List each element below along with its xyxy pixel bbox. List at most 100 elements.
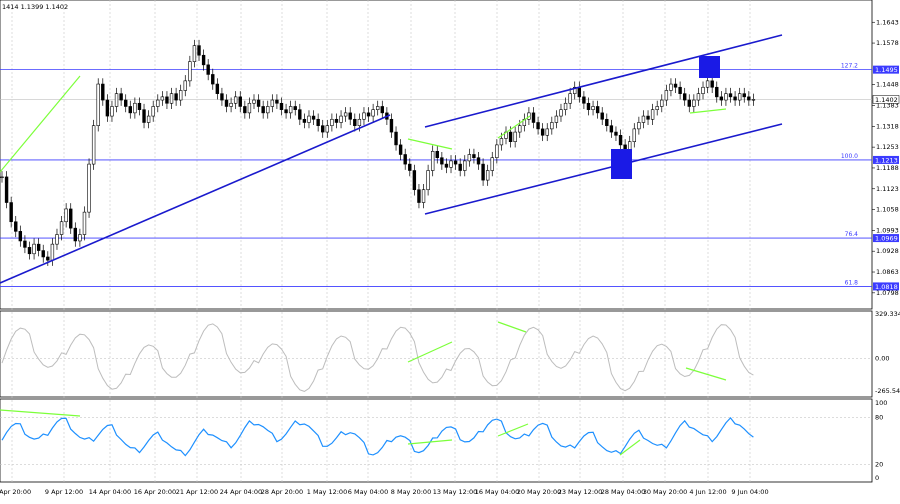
- candle-body: [293, 106, 297, 110]
- vertical-grid: [11, 0, 751, 482]
- candle-body: [618, 134, 623, 146]
- candle-body: [316, 118, 320, 126]
- candle-body: [73, 227, 78, 242]
- candle-body: [595, 106, 600, 114]
- candle-body: [614, 131, 618, 136]
- price-tick-label: 1.0928: [876, 247, 899, 255]
- candle-body: [325, 125, 330, 133]
- cci-divergence-line: [407, 341, 453, 363]
- candle-body: [751, 99, 756, 101]
- stoch-divergence-line: [619, 439, 641, 456]
- candle-body: [238, 96, 242, 107]
- fib-price-label: 1.0969: [875, 235, 898, 243]
- candle-body: [27, 247, 32, 255]
- date-label: 9 Apr 12:00: [45, 488, 83, 496]
- candle-body: [279, 102, 284, 110]
- candle-body: [398, 144, 403, 155]
- candle-body: [669, 83, 673, 91]
- candle-body: [408, 163, 412, 171]
- candle-body: [747, 96, 751, 101]
- fib-price-label: 1.1495: [875, 66, 898, 74]
- candle-body: [472, 154, 476, 159]
- candle-body: [178, 90, 183, 101]
- candle-body: [678, 86, 682, 94]
- candle-body: [266, 106, 270, 114]
- candle-body: [412, 170, 417, 191]
- candle-body: [348, 112, 352, 120]
- candle-body: [114, 93, 119, 107]
- stoch-divergence-line: [497, 423, 529, 437]
- stoch-line: [1, 416, 754, 457]
- stoch-pane-frame: [0, 398, 873, 483]
- stoch-tick-label: 100: [875, 399, 887, 407]
- fib-price-box: [873, 234, 899, 243]
- current-price-box: [872, 95, 900, 104]
- candle-body: [91, 125, 96, 165]
- candle-body: [641, 115, 646, 123]
- candle-body: [582, 96, 586, 104]
- candle-body: [23, 240, 27, 248]
- candle-body: [105, 99, 110, 117]
- candle-body: [458, 163, 462, 171]
- candle-body: [0, 176, 4, 179]
- candle-body: [165, 96, 169, 104]
- candle-body: [110, 106, 114, 117]
- candle-body: [495, 144, 499, 159]
- candle-body: [41, 250, 45, 258]
- candle-body: [518, 125, 522, 133]
- candle-body: [343, 112, 348, 117]
- divergence-line: [0, 75, 81, 173]
- candle-body: [426, 170, 430, 191]
- cci-line: [1, 323, 754, 392]
- candle-body: [156, 99, 160, 107]
- candle-body: [119, 93, 123, 101]
- current-price-label: 1.1402: [875, 96, 898, 104]
- candle-body: [9, 202, 13, 223]
- candle-body: [715, 86, 719, 98]
- candle-body: [46, 256, 50, 261]
- cci-pane-frame: [0, 310, 873, 398]
- cci-indicator: [0, 321, 872, 392]
- candle-body: [724, 93, 728, 101]
- candle-body: [655, 106, 659, 110]
- candle-body: [563, 102, 568, 110]
- price-tick-label: 1.1058: [876, 206, 899, 214]
- fib-level-label: 61.8: [845, 279, 859, 286]
- candle-body: [229, 102, 233, 107]
- stochastic-indicator: [0, 409, 872, 465]
- price-tick-label: 1.1123: [876, 185, 899, 193]
- candle-body: [728, 93, 733, 98]
- candle-body: [421, 189, 426, 203]
- candle-body: [142, 109, 146, 123]
- candle-body: [36, 243, 41, 251]
- candle-body: [256, 99, 261, 107]
- candle-body: [573, 86, 577, 94]
- candle-body: [376, 106, 380, 110]
- candle-body: [197, 45, 201, 56]
- candle-body: [467, 154, 472, 162]
- cci-tick-label: -265.544: [875, 387, 900, 395]
- candle-body: [389, 118, 394, 133]
- fib-level-label: 76.4: [845, 231, 859, 238]
- price-tick-label: 1.1253: [876, 143, 899, 151]
- date-label: 20 May 20:00: [517, 488, 562, 496]
- stoch-tick-label: 0: [875, 474, 879, 482]
- fib-levels: 127.2 100.0 76.4 61.8: [0, 63, 872, 287]
- candle-body: [545, 128, 549, 136]
- candle-body: [554, 115, 559, 123]
- date-label: 13 May 12:00: [433, 488, 478, 496]
- price-pane-frame: [0, 0, 873, 310]
- candle-body: [82, 211, 87, 235]
- candle-body: [252, 99, 256, 104]
- price-tick-label: 1.1318: [876, 122, 899, 130]
- date-label: 30 May 20:00: [643, 488, 688, 496]
- candle-body: [247, 102, 252, 114]
- candle-body: [137, 102, 142, 110]
- candle-body: [334, 118, 339, 123]
- price-tick-label: 1.1188: [876, 164, 899, 172]
- candle-body: [609, 125, 614, 133]
- trend-lines: [0, 34, 783, 284]
- candle-body: [302, 118, 307, 123]
